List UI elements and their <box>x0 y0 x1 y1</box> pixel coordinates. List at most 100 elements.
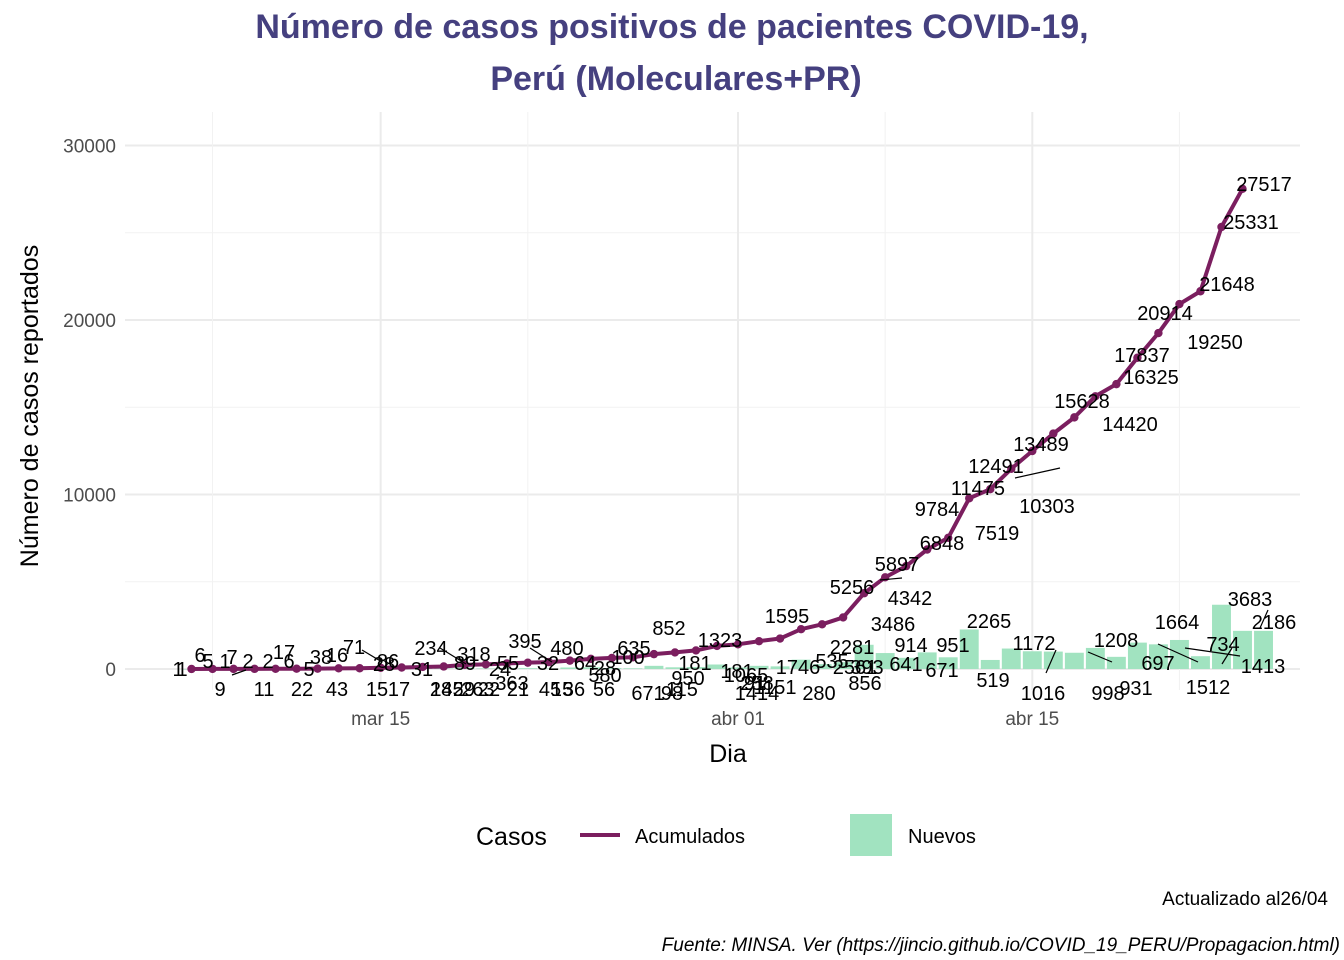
data-label-100: 734 <box>1206 634 1239 656</box>
bar-nuevos-32 <box>854 644 874 669</box>
data-label-93: 17837 <box>1114 345 1170 367</box>
data-label-47: 671 <box>631 683 664 705</box>
bar-nuevos-40 <box>1022 651 1042 669</box>
data-label-33: 363 <box>495 673 528 695</box>
point-acumulados-49 <box>1217 222 1226 232</box>
data-label-11: 6 <box>283 651 294 673</box>
bar-nuevos-51 <box>1254 630 1273 669</box>
data-label-19: 28 <box>373 654 395 676</box>
data-label-68: 3486 <box>871 614 916 636</box>
data-label-101: 25331 <box>1223 212 1279 234</box>
bar-nuevos-36 <box>938 657 958 669</box>
data-label-60: 1151 <box>753 677 796 699</box>
legend-title: Casos <box>476 823 547 851</box>
point-acumulados-7 <box>334 664 343 673</box>
bar-nuevos-29 <box>791 659 811 669</box>
y-axis-title: Número de casos reportados <box>16 245 44 567</box>
data-label-83: 12491 <box>968 456 1024 478</box>
bar-nuevos-38 <box>980 659 1000 669</box>
data-label-50: 98 <box>661 683 683 705</box>
data-label-98: 21648 <box>1199 274 1255 296</box>
point-acumulados-3 <box>250 664 259 674</box>
data-label-36: 32 <box>537 653 559 675</box>
data-label-66: 2561 <box>833 657 878 679</box>
data-label-39: 64 <box>574 653 596 675</box>
bar-nuevos-23 <box>665 667 685 669</box>
bar-nuevos-19 <box>581 667 601 669</box>
point-acumulados-11 <box>418 662 427 672</box>
bar-nuevos-17 <box>539 668 559 669</box>
data-label-99: 1664 <box>1155 612 1200 634</box>
point-acumulados-1 <box>208 664 217 674</box>
data-label-58: 1414 <box>735 683 780 705</box>
point-acumulados-32 <box>859 589 869 598</box>
caption-source: Fuente: MINSA. Ver (https://jincio.githu… <box>662 935 1340 956</box>
x-tick-label-1: abr 01 <box>711 709 765 730</box>
point-acumulados-16 <box>523 658 533 667</box>
leader-line-6 <box>1087 651 1113 663</box>
leader-line-0 <box>231 669 247 676</box>
data-label-2: 6 <box>194 645 205 667</box>
point-acumulados-27 <box>754 636 764 646</box>
bars-nuevos <box>182 604 1273 670</box>
data-label-91: 1208 <box>1094 630 1139 652</box>
point-acumulados-24 <box>691 646 701 655</box>
point-acumulados-28 <box>775 634 785 643</box>
point-acumulados-15 <box>502 659 511 668</box>
data-label-56: 258 <box>740 673 773 695</box>
data-label-52: 950 <box>671 668 704 690</box>
y-tick-label-3: 30000 <box>63 137 116 158</box>
leader-line-10 <box>1221 647 1233 665</box>
bar-nuevos-14 <box>476 668 496 669</box>
bar-nuevos-44 <box>1106 656 1126 669</box>
data-label-21: 17 <box>388 679 410 701</box>
data-label-94: 697 <box>1141 653 1174 675</box>
data-label-75: 951 <box>936 635 969 657</box>
data-label-17: 71 <box>343 637 365 659</box>
data-label-85: 1016 <box>1021 683 1066 705</box>
data-label-34: 21 <box>507 679 529 701</box>
data-label-104: 3683 <box>1228 589 1273 611</box>
leader-line-1 <box>361 649 383 663</box>
data-label-102: 1413 <box>1241 656 1286 678</box>
x-tick-label-0: mar 15 <box>351 709 410 730</box>
point-acumulados-35 <box>923 545 932 554</box>
point-acumulados-50 <box>1238 184 1247 194</box>
bar-nuevos-30 <box>812 664 832 669</box>
leader-line-2 <box>439 647 467 665</box>
point-acumulados-4 <box>271 664 280 674</box>
point-acumulados-38 <box>986 485 995 494</box>
x-tick-label-2: abr 15 <box>1005 709 1059 730</box>
data-label-49: 181 <box>678 653 711 675</box>
data-label-20: 15 <box>366 679 388 701</box>
data-label-32: 55 <box>497 653 519 675</box>
point-acumulados-42 <box>1070 413 1079 422</box>
point-acumulados-14 <box>481 660 490 669</box>
point-acumulados-47 <box>1175 299 1184 309</box>
data-label-16: 16 <box>326 645 348 667</box>
point-acumulados-31 <box>838 613 848 622</box>
data-label-22: 31 <box>411 659 433 681</box>
data-label-72: 5897 <box>875 554 920 576</box>
data-label-87: 14420 <box>1102 414 1158 436</box>
point-acumulados-45 <box>1133 353 1142 362</box>
data-label-3: 5 <box>202 651 213 673</box>
data-label-10: 17 <box>273 642 295 664</box>
data-label-57: 91 <box>744 673 766 695</box>
chart-title-line1: Número de casos positivos de pacientes C… <box>255 8 1088 46</box>
data-label-42: 580 <box>588 665 621 687</box>
point-acumulados-20 <box>607 653 617 663</box>
data-label-71: 914 <box>894 635 927 657</box>
point-acumulados-36 <box>944 533 953 542</box>
bar-nuevos-20 <box>602 668 622 669</box>
data-label-67: 856 <box>848 673 881 695</box>
data-label-88: 15628 <box>1054 391 1110 413</box>
point-acumulados-0 <box>187 664 196 674</box>
point-acumulados-19 <box>586 654 596 664</box>
leader-line-9 <box>1259 609 1269 629</box>
y-ticks: 0 10000 20000 30000 <box>63 137 116 682</box>
data-label-76: 671 <box>925 660 958 682</box>
data-label-78: 9784 <box>915 499 960 521</box>
point-acumulados-2 <box>229 664 238 674</box>
